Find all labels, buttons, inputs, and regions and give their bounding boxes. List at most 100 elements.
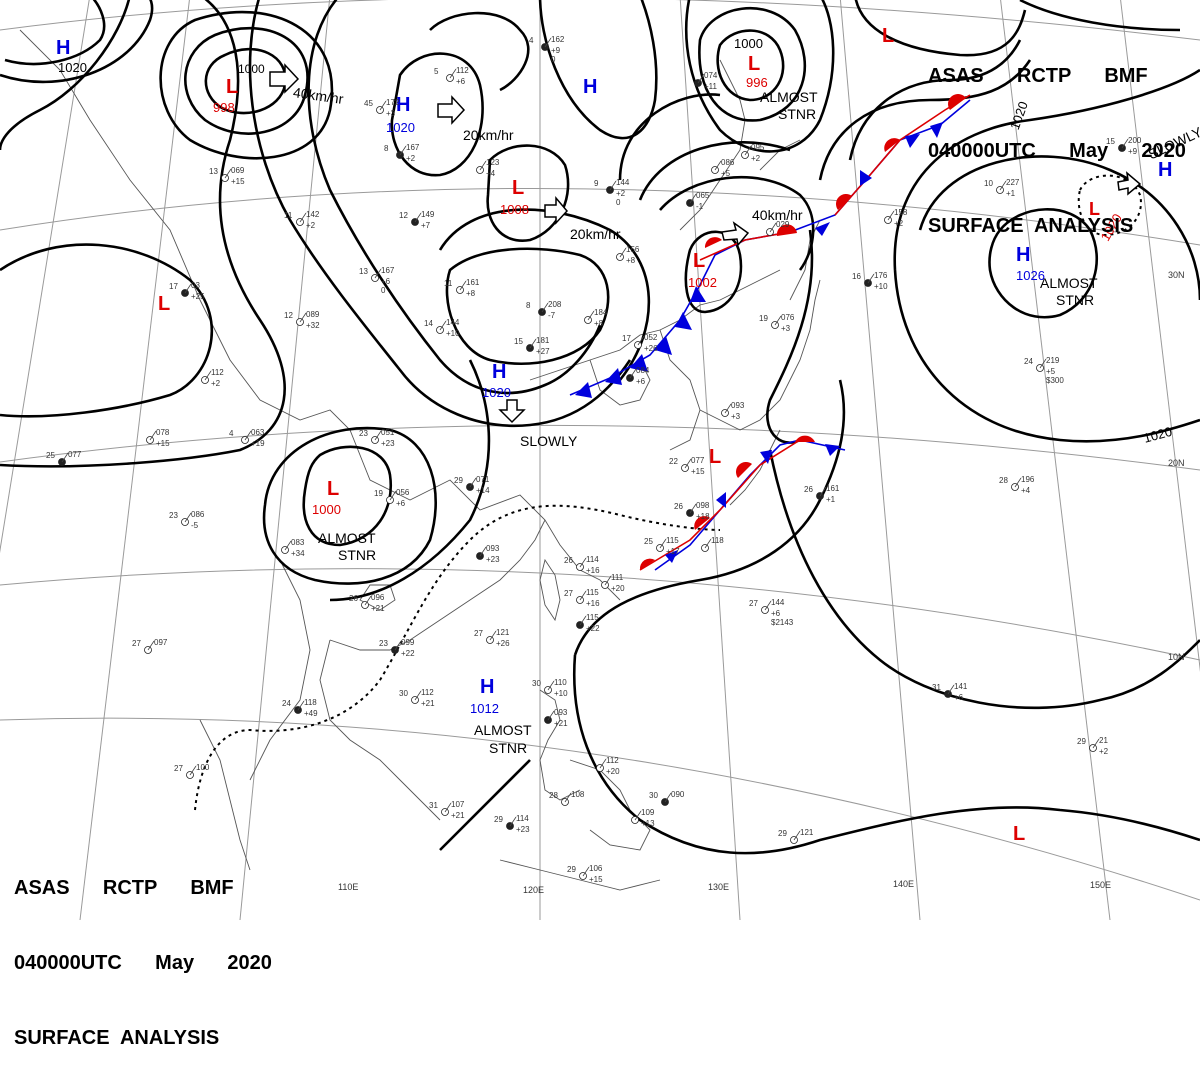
isobar-high-1026-inner [988, 208, 1098, 319]
center-letter: L [1089, 199, 1100, 219]
station-top-value: 100 [196, 763, 210, 772]
warm-semicircle [836, 193, 852, 210]
station-top-value: 078 [156, 428, 170, 437]
station-mid-value: +15 [691, 467, 705, 476]
cold-triangle [825, 444, 840, 456]
station-left-value: 23 [169, 511, 178, 520]
station-left-value: 29 [567, 865, 576, 874]
wind-barb [147, 640, 155, 651]
wind-barb [664, 792, 672, 803]
wind-barb [947, 684, 955, 695]
weather-map: 1020 1000 1020 1020 H L 1000 L 998 H 102… [0, 0, 1200, 920]
high-center: H 1026 [1016, 244, 1045, 283]
isobar-low-998-mid [184, 26, 309, 135]
station-mid-value: +6 [456, 77, 466, 86]
center-letter: L [748, 53, 760, 75]
isobar-big-w [0, 0, 130, 151]
center-letter: H [492, 361, 506, 383]
station-mid-value: +23 [486, 555, 500, 564]
isobar-sw-outer [262, 426, 437, 585]
wind-barb [724, 403, 732, 414]
station-top-value: 181 [536, 336, 550, 345]
isobar-sw-big [329, 359, 491, 602]
wind-barb [867, 273, 875, 284]
station-top-value: 158 [894, 208, 908, 217]
station-plot: 196 28 +4 [999, 475, 1035, 495]
center-value: 1020 [386, 120, 415, 135]
station-plot: 100 27 [174, 763, 210, 779]
wind-barb [284, 540, 292, 551]
station-mid-value: -7 [548, 311, 556, 320]
wind-barb [714, 160, 722, 171]
station-left-value: 30 [399, 689, 408, 698]
center-value: 998 [213, 100, 235, 115]
station-plot: 227 10 +1 [984, 178, 1020, 198]
wind-barb [684, 458, 692, 469]
lon-label: 150E [1090, 880, 1111, 890]
station-mid-value: +15 [156, 439, 170, 448]
station-mid-value: +6 [396, 499, 406, 508]
station-plot: 115+22 [576, 613, 600, 633]
station-plot: 181 15 +27 [514, 336, 550, 356]
station-plot: 161 11 +8 [444, 278, 480, 298]
pressure-centers: H L 1000 L 998 H 1020 H L 1008 L 996 L L [56, 25, 1172, 845]
station-top-value: 093 [486, 544, 500, 553]
wind-barb [379, 100, 387, 111]
station-plot: 112 30 +21 [399, 688, 435, 708]
station-top-value: 111 [611, 573, 624, 582]
station-mid-value: +26 [496, 639, 510, 648]
station-plot: 111+20 [601, 573, 625, 593]
lat-label: 20N [1168, 458, 1185, 468]
station-left-value: 27 [132, 639, 141, 648]
station-mid-value: +21 [421, 699, 435, 708]
station-mid-value: +5 [1046, 367, 1056, 376]
station-top-value: 112 [606, 756, 619, 765]
station-plot: 099 23 +22 [379, 638, 415, 658]
low-center: L 1002 [688, 250, 717, 290]
station-plot: 161 26 +1 [804, 484, 840, 504]
station-mid-value: +17 [666, 547, 680, 556]
wind-barb [479, 160, 487, 171]
station-mid-value: +16 [586, 599, 600, 608]
warm-semicircle [795, 435, 815, 442]
station-plot: 108 28 [549, 790, 585, 806]
station-plot: 077 25 [46, 450, 82, 466]
station-plot: 096 26 +21 [349, 593, 385, 613]
center-letter: H [583, 76, 597, 98]
wind-barb [364, 595, 372, 606]
lon-label: 110E [338, 882, 358, 892]
station-mid-value: +23 [381, 439, 395, 448]
station-top-value: 112 [456, 66, 469, 75]
wind-barb [629, 368, 637, 379]
isobar-south-1010 [439, 759, 531, 851]
wind-barb [394, 640, 402, 651]
station-left-value: 25 [46, 451, 55, 460]
motion-arrows [269, 63, 1142, 424]
station-mid-value: +7 [421, 221, 431, 230]
center-value: 1012 [470, 701, 499, 716]
cold-triangle [690, 286, 706, 302]
station-plot: 121 27 +26 [474, 628, 510, 648]
station-left-value: 29 [494, 815, 503, 824]
station-mid-value: +8 [594, 319, 604, 328]
center-letter: H [1016, 244, 1030, 266]
station-top-value: 063 [251, 428, 265, 437]
station-plot: 076 19 +3 [759, 313, 795, 333]
wind-barb [184, 283, 192, 294]
station-top-value: 115 [666, 536, 679, 545]
wind-barb [1014, 477, 1022, 488]
station-left-value: 29 [778, 829, 787, 838]
station-left-value: 31 [429, 801, 438, 810]
isobar-n-1020 [429, 11, 530, 92]
low-center: L 1008 [500, 177, 529, 217]
wind-barb [582, 866, 590, 877]
station-mid-value: +11 [704, 82, 718, 91]
cold-triangle [665, 550, 678, 563]
station-plot: 086 23 -5 [169, 510, 205, 530]
station-mid-value: +2 [306, 221, 316, 230]
high-center: H 1020 [386, 94, 415, 135]
station-left-value: 10 [984, 179, 993, 188]
center-letter: L [693, 250, 705, 272]
isobar-1002 [684, 230, 743, 314]
isobar-1020-east [893, 68, 1200, 271]
